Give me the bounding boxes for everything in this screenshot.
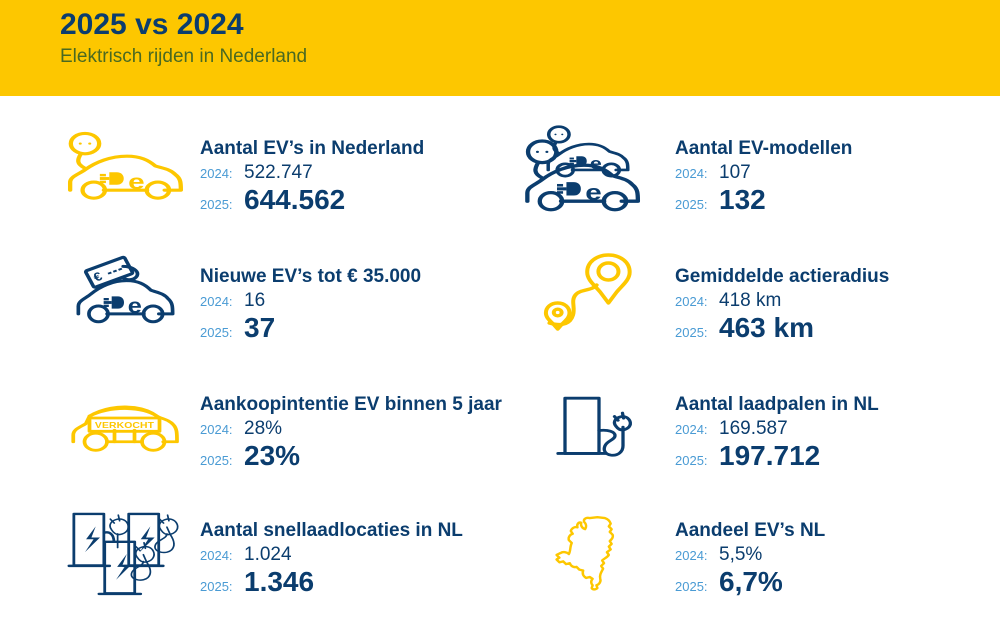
- svg-text:VERKOCHT: VERKOCHT: [95, 421, 154, 430]
